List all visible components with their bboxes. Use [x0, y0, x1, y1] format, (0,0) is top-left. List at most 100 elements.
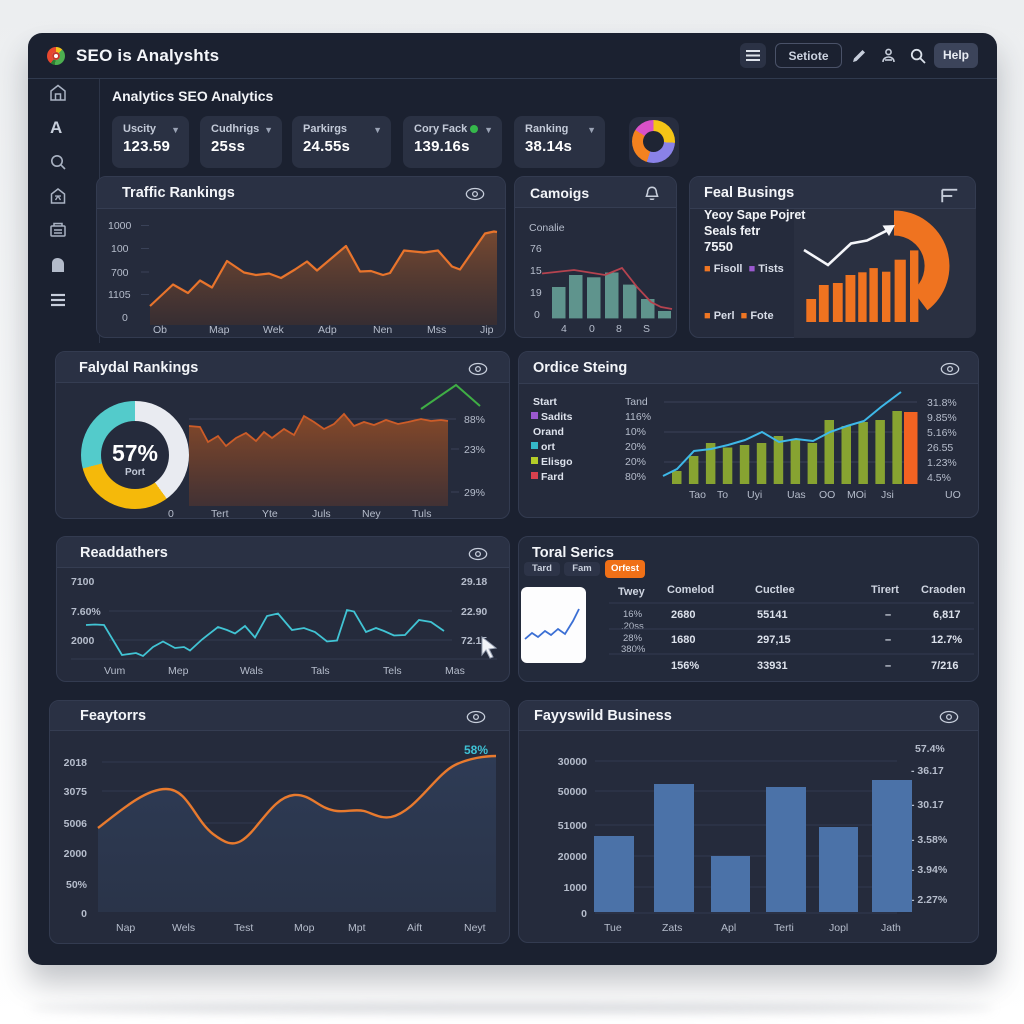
svg-text:Juls: Juls: [312, 508, 331, 520]
svg-text:Tue: Tue: [604, 922, 622, 934]
svg-text:2000: 2000: [64, 848, 88, 860]
svg-text:ort: ort: [541, 441, 556, 453]
svg-text:MOi: MOi: [847, 489, 866, 501]
svg-text:Apl: Apl: [721, 922, 736, 934]
svg-text:Craoden: Craoden: [921, 584, 966, 596]
svg-text:Ney: Ney: [362, 508, 381, 520]
svg-text:1105: 1105: [108, 289, 131, 301]
svg-text:S: S: [643, 323, 650, 335]
svg-text:15: 15: [530, 265, 542, 277]
svg-text:Sadits: Sadits: [541, 411, 573, 423]
svg-text:Jath: Jath: [881, 922, 901, 934]
svg-text:57.4%: 57.4%: [915, 743, 945, 755]
svg-text:Tels: Tels: [383, 665, 402, 677]
svg-text:23%: 23%: [464, 444, 485, 456]
svg-text:Yte: Yte: [262, 508, 278, 520]
svg-text:- 2.27%: - 2.27%: [911, 894, 948, 906]
svg-text:Neyt: Neyt: [464, 922, 486, 934]
svg-text:Tuls: Tuls: [412, 508, 431, 520]
svg-text:30000: 30000: [558, 756, 587, 768]
svg-text:0: 0: [581, 908, 587, 920]
svg-text:9.85%: 9.85%: [927, 412, 957, 424]
svg-text:Adp: Adp: [318, 324, 337, 336]
svg-text:76: 76: [530, 243, 542, 255]
svg-text:58%: 58%: [464, 743, 488, 757]
svg-text:10%: 10%: [625, 426, 646, 438]
svg-text:Zats: Zats: [662, 922, 682, 934]
svg-text:Ob: Ob: [153, 324, 167, 336]
svg-text:297,15: 297,15: [757, 634, 791, 646]
svg-text:1000: 1000: [564, 882, 588, 894]
svg-text:20000: 20000: [558, 851, 587, 863]
svg-text:55141: 55141: [757, 609, 788, 621]
svg-text:–: –: [885, 609, 891, 621]
svg-text:22.90: 22.90: [461, 606, 487, 618]
svg-text:–: –: [885, 634, 891, 646]
svg-text:Map: Map: [209, 324, 230, 336]
svg-text:19: 19: [530, 287, 542, 299]
svg-text:4.5%: 4.5%: [927, 472, 951, 484]
svg-text:Cuctlee: Cuctlee: [755, 584, 795, 596]
svg-text:0: 0: [589, 323, 595, 335]
svg-text:Tert: Tert: [211, 508, 229, 520]
svg-text:5006: 5006: [64, 818, 88, 830]
svg-text:Nen: Nen: [373, 324, 392, 336]
svg-text:2000: 2000: [71, 635, 95, 647]
svg-text:4: 4: [561, 323, 567, 335]
svg-text:Jopl: Jopl: [829, 922, 848, 934]
svg-text:Terti: Terti: [774, 922, 794, 934]
svg-text:Orand: Orand: [533, 426, 564, 438]
svg-text:–: –: [885, 660, 891, 672]
svg-text:Test: Test: [234, 922, 253, 934]
svg-text:50%: 50%: [66, 879, 88, 891]
svg-text:Jsi: Jsi: [881, 489, 894, 501]
svg-text:20%: 20%: [625, 441, 646, 453]
svg-text:Wals: Wals: [240, 665, 263, 677]
svg-text:2018: 2018: [64, 757, 88, 769]
svg-text:Mop: Mop: [294, 922, 315, 934]
svg-text:OO: OO: [819, 489, 835, 501]
svg-text:Mss: Mss: [427, 324, 446, 336]
svg-text:Wels: Wels: [172, 922, 195, 934]
svg-text:51000: 51000: [558, 820, 587, 832]
svg-text:- 3.58%: - 3.58%: [911, 834, 948, 846]
svg-text:31.8%: 31.8%: [927, 397, 957, 409]
svg-text:0: 0: [534, 309, 540, 321]
svg-text:5.16%: 5.16%: [927, 427, 957, 439]
svg-text:Conalie: Conalie: [529, 222, 565, 234]
svg-text:1000: 1000: [108, 220, 132, 232]
svg-text:29.18: 29.18: [461, 576, 487, 588]
svg-text:3075: 3075: [64, 786, 88, 798]
svg-text:- 30.17: - 30.17: [911, 799, 944, 811]
svg-text:Mas: Mas: [445, 665, 465, 677]
svg-text:- 36.17: - 36.17: [911, 765, 944, 777]
svg-text:Uas: Uas: [787, 489, 806, 501]
svg-text:0: 0: [81, 908, 87, 920]
svg-text:Fard: Fard: [541, 471, 564, 483]
svg-text:Mep: Mep: [168, 665, 189, 677]
svg-text:16%: 16%: [623, 609, 643, 620]
svg-text:UO: UO: [945, 489, 961, 501]
svg-text:380%: 380%: [621, 644, 646, 655]
svg-text:2680: 2680: [671, 609, 695, 621]
svg-text:0: 0: [122, 312, 128, 324]
svg-text:Tals: Tals: [311, 665, 330, 677]
svg-text:100: 100: [111, 243, 129, 255]
svg-text:1.23%: 1.23%: [927, 457, 957, 469]
svg-text:50000: 50000: [558, 786, 587, 798]
svg-text:72.15: 72.15: [461, 635, 487, 647]
svg-text:1680: 1680: [671, 634, 695, 646]
svg-text:Comelod: Comelod: [667, 584, 714, 596]
svg-text:116%: 116%: [625, 411, 651, 423]
svg-text:- 3.94%: - 3.94%: [911, 864, 948, 876]
svg-text:Tirert: Tirert: [871, 584, 899, 596]
svg-text:Mpt: Mpt: [348, 922, 366, 934]
svg-text:26.55: 26.55: [927, 442, 953, 454]
svg-text:80%: 80%: [625, 471, 646, 483]
svg-text:700: 700: [111, 267, 129, 279]
svg-text:7100: 7100: [71, 576, 95, 588]
svg-text:Vum: Vum: [104, 665, 125, 677]
svg-text:28%: 28%: [623, 633, 643, 644]
svg-text:To: To: [717, 489, 728, 501]
svg-text:Start: Start: [533, 396, 557, 408]
